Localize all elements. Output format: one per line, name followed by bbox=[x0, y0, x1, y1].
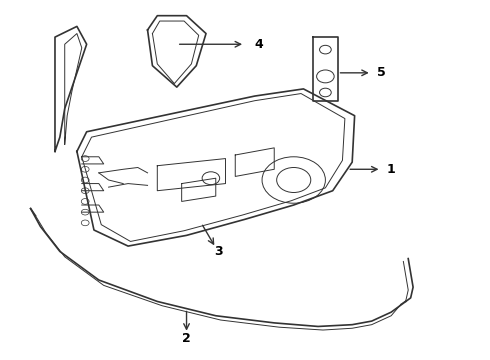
Text: 3: 3 bbox=[214, 245, 222, 258]
Text: 4: 4 bbox=[255, 38, 264, 51]
Text: 5: 5 bbox=[376, 66, 385, 79]
Text: 2: 2 bbox=[182, 333, 191, 346]
Text: 1: 1 bbox=[386, 163, 395, 176]
